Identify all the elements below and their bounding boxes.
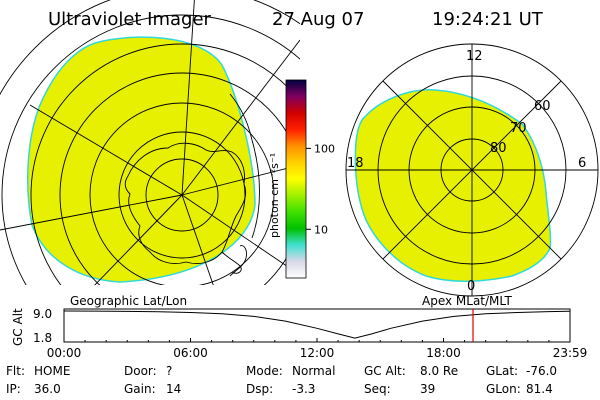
status-label: Seq:: [364, 382, 391, 396]
geo-meridian: [181, 164, 300, 196]
colorbar-unit-label: photon cm⁻²s⁻¹: [268, 153, 281, 238]
status-value: -76.0: [526, 364, 557, 378]
geo-parallel: [1, 14, 300, 285]
status-label: Dsp:: [246, 382, 273, 396]
status-panel: Flt: HOME Door:? Mode: Normal GC Alt: 8.0 Re GL…: [6, 364, 557, 396]
timeline-xtick-label: 18:00: [426, 346, 461, 360]
status-value: 36.0: [34, 382, 61, 396]
status-label: Flt:: [6, 364, 25, 378]
status-label: IP:: [6, 382, 21, 396]
geo-panel-label: Geographic Lat/Lon: [70, 294, 187, 308]
timeline-ytick-top: 9.0: [33, 307, 52, 321]
timeline-xtick-label: 06:00: [173, 346, 208, 360]
mlt-label-0: 0: [467, 279, 475, 294]
status-label: GC Alt:: [364, 364, 406, 378]
colorbar-ticks: 100 10: [306, 142, 335, 236]
limb-edge: [229, 93, 260, 239]
timeline-ytick-bottom: 1.8: [33, 331, 52, 345]
geo-auroral-fill: [27, 36, 256, 283]
polar-map: 12 18 6 0 60 70 80: [345, 43, 599, 297]
image-date: 27 Aug 07: [272, 9, 364, 30]
mlt-meridian-diag: [382, 80, 562, 260]
mlat-label-80: 80: [490, 141, 507, 156]
status-value: Normal: [292, 364, 335, 378]
status-value: 81.4: [526, 382, 553, 396]
geo-meridian: [181, 39, 300, 196]
altitude-timeline: GC Alt 9.0 1.8 00:00 06:00 12:00 18:00 23:59: [11, 307, 587, 360]
timeline-xtick-label: 12:00: [300, 346, 335, 360]
colorbar-tick-label: 10: [314, 223, 328, 236]
geo-meridian: [29, 104, 183, 196]
image-time: 19:24:21 UT: [432, 9, 544, 30]
status-value: -3.3: [292, 382, 315, 396]
status-label: GLon:: [486, 382, 521, 396]
instrument-title: Ultraviolet Imager: [48, 9, 212, 30]
geo-parallels: [0, 0, 300, 285]
geo-meridian: [181, 0, 196, 196]
status-value: 39: [420, 382, 435, 396]
timeline-xtick-label: 23:59: [553, 346, 588, 360]
status-value: 14: [166, 382, 181, 396]
mlat-label-60: 60: [534, 99, 551, 114]
status-label: Mode:: [246, 364, 283, 378]
geo-meridians: [0, 0, 300, 285]
geo-parallel: [59, 72, 300, 285]
mlt-label-12: 12: [466, 49, 483, 64]
polar-panel-label: Apex MLat/MLT: [422, 294, 512, 308]
timeline-ylabel: GC Alt: [11, 308, 25, 346]
colorbar-tick-label: 100: [314, 142, 335, 155]
geo-meridian: [89, 194, 183, 285]
geographic-map: [0, 0, 300, 285]
altitude-curve: [63, 310, 570, 339]
geo-parallel: [118, 131, 246, 259]
geo-meridian: [0, 194, 183, 231]
status-label: Gain:: [124, 382, 156, 396]
polar-auroral-fill: [354, 89, 552, 282]
timeline-xtick-label: 00:00: [47, 346, 82, 360]
geo-meridian: [181, 194, 216, 285]
mlt-label-6: 6: [578, 156, 586, 171]
mlat-label-70: 70: [510, 121, 527, 136]
status-value: HOME: [34, 364, 70, 378]
geo-parallel: [145, 158, 219, 232]
peninsula-coastline: [221, 251, 242, 274]
status-label: Door:: [124, 364, 157, 378]
status-value: 8.0 Re: [420, 364, 458, 378]
colorbar: [285, 79, 307, 279]
geo-meridian: [181, 194, 300, 276]
status-value: ?: [166, 364, 172, 378]
status-label: GLat:: [486, 364, 518, 378]
timeline-xticks: 00:00 06:00 12:00 18:00 23:59: [47, 338, 588, 360]
geo-parallel: [89, 102, 275, 285]
south-america-coastline: [229, 245, 247, 277]
mlt-label-18: 18: [347, 156, 364, 171]
antarctica-coastline: [124, 142, 247, 264]
geo-parallel: [30, 43, 300, 285]
